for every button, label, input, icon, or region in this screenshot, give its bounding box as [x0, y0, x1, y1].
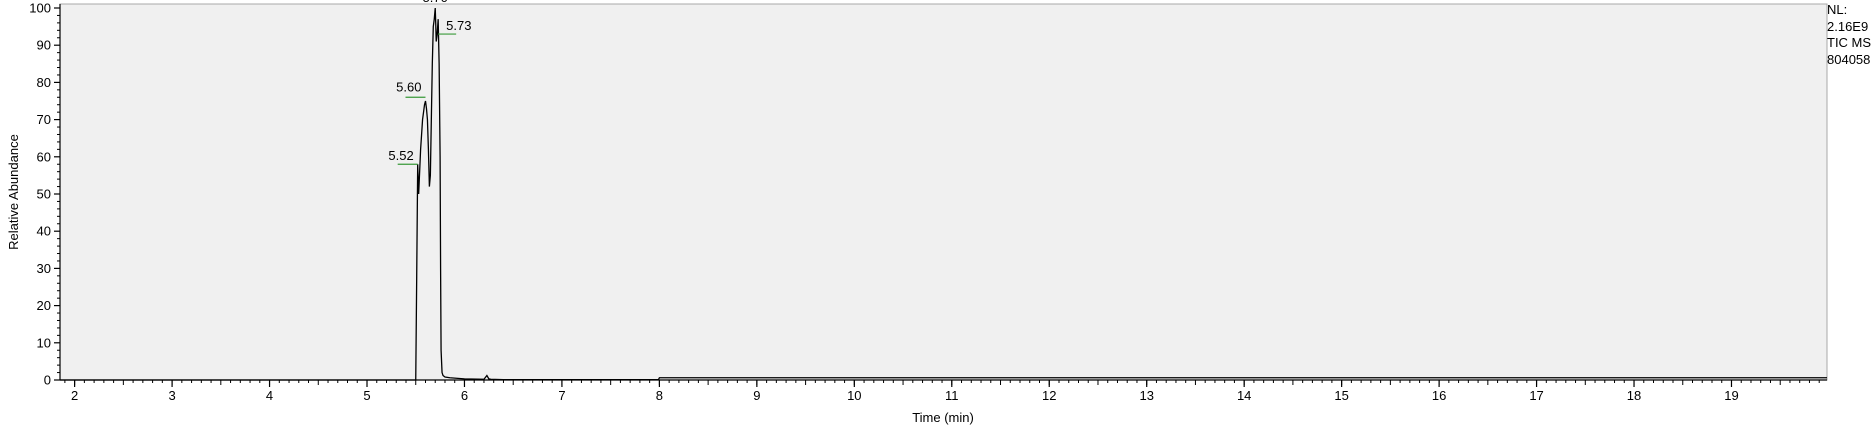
y-tick-label: 40	[37, 224, 51, 239]
peak-label: 5.73	[446, 18, 471, 33]
x-tick-label: 2	[71, 388, 78, 403]
peak-label: 5.52	[388, 148, 413, 163]
x-tick-label: 3	[168, 388, 175, 403]
y-tick-label: 0	[44, 373, 51, 388]
scan-info-panel: NL: 2.16E9 TIC MS 804058	[1827, 2, 1871, 68]
x-tick-label: 4	[266, 388, 273, 403]
y-tick-label: 20	[37, 298, 51, 313]
x-tick-label: 9	[753, 388, 760, 403]
y-tick-label: 100	[29, 1, 51, 16]
peak-label: 5.60	[396, 79, 421, 94]
x-tick-label: 16	[1432, 388, 1446, 403]
x-axis-label: Time (min)	[912, 410, 974, 425]
y-axis-label: Relative Abundance	[6, 134, 21, 250]
x-tick-label: 11	[945, 388, 959, 403]
y-tick-label: 10	[37, 335, 51, 350]
y-tick-label: 70	[37, 112, 51, 127]
x-tick-label: 18	[1627, 388, 1641, 403]
y-tick-label: 90	[37, 38, 51, 53]
peak-label: 5.70	[423, 0, 448, 5]
x-tick-label: 15	[1334, 388, 1348, 403]
x-tick-label: 17	[1529, 388, 1543, 403]
nl-label: NL:	[1827, 2, 1848, 17]
x-tick-label: 13	[1139, 388, 1153, 403]
x-tick-label: 8	[656, 388, 663, 403]
y-tick-label: 80	[37, 75, 51, 90]
x-tick-label: 12	[1042, 388, 1056, 403]
plot-area	[59, 3, 1828, 381]
scan-filter: TIC MS	[1827, 35, 1872, 50]
y-axis-ticks: 0 10 20 30 40 50 60 70 80 90 100	[29, 1, 60, 388]
x-axis-ticks: 2 3 4 5 6 7 8 9 10 11 12 13 14 15 16 17 18 19	[71, 380, 1739, 403]
x-tick-label: 14	[1237, 388, 1251, 403]
x-tick-label: 10	[847, 388, 861, 403]
x-tick-label: 6	[461, 388, 468, 403]
nl-value: 2.16E9	[1827, 18, 1869, 34]
x-tick-label: 7	[558, 388, 565, 403]
y-tick-label: 60	[37, 149, 51, 164]
x-tick-label: 5	[363, 388, 370, 403]
y-tick-label: 30	[37, 261, 51, 276]
peak-annotations: 5.70 5.73 5.60 5.52	[388, 0, 471, 165]
x-tick-label: 19	[1724, 388, 1738, 403]
file-id: 804058	[1827, 51, 1871, 67]
y-tick-label: 50	[37, 187, 51, 202]
x-minor-ticks	[64, 380, 1820, 385]
